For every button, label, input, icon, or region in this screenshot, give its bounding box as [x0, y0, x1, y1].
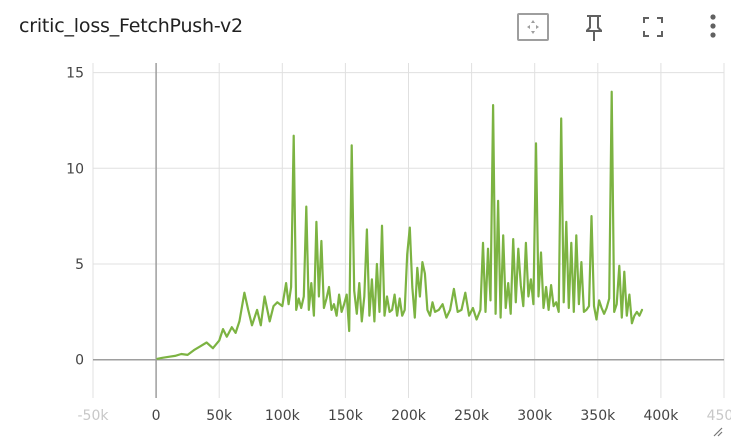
y-tick-labels: 0 5 10 15: [66, 66, 84, 369]
x-tick-label: 250k: [454, 408, 490, 424]
axes: [93, 63, 724, 398]
x-tick-label: 100k: [265, 408, 301, 424]
y-tick-label: 0: [75, 353, 84, 369]
x-tick-labels: -50k 0 50k 100k 150k 200k 250k 300k 350k 400k 450k: [78, 408, 731, 424]
fullscreen-icon: [643, 17, 663, 37]
y-tick-label: 5: [75, 257, 84, 273]
fit-domain-button[interactable]: [516, 10, 550, 44]
fullscreen-button[interactable]: [636, 10, 670, 44]
x-tick-label: 300k: [517, 408, 553, 424]
y-tick-label: 15: [66, 66, 84, 82]
chart-title: critic_loss_FetchPush-v2: [19, 15, 243, 37]
pin-button[interactable]: [577, 10, 611, 44]
x-tick-label: 350k: [580, 408, 616, 424]
pin-icon: [586, 15, 602, 41]
more-options-button[interactable]: [696, 10, 730, 44]
x-tick-label: 0: [152, 408, 161, 424]
x-tick-label: 150k: [328, 408, 364, 424]
series-line[interactable]: [156, 90, 644, 360]
resize-handle-icon[interactable]: [713, 427, 723, 437]
x-tick-label: 450k: [707, 408, 731, 424]
x-tick-label: 50k: [206, 408, 233, 424]
chart-toolbar: [0, 10, 731, 44]
series-group: [156, 90, 644, 360]
fit-domain-icon: [517, 13, 549, 41]
y-tick-label: 10: [66, 161, 84, 177]
x-tick-label: 400k: [643, 408, 679, 424]
more-vert-icon: [710, 14, 716, 38]
x-tick-label: 200k: [391, 408, 427, 424]
x-tick-label: -50k: [78, 408, 110, 424]
